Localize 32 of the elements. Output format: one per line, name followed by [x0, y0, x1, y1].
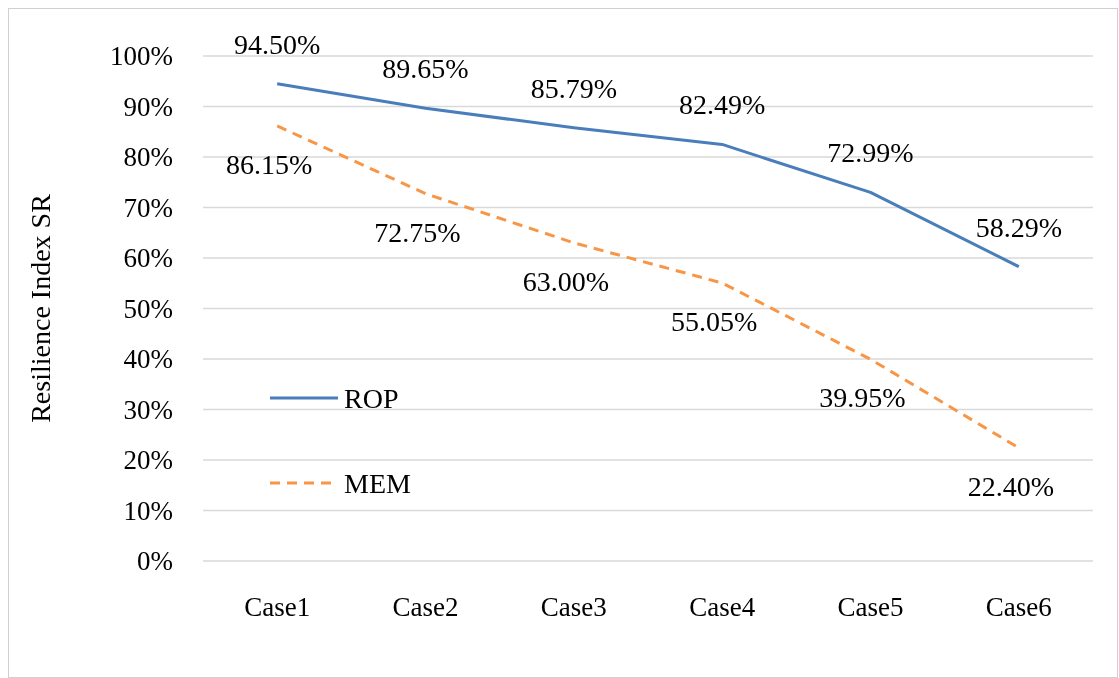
y-tick-label: 90% — [123, 91, 173, 122]
data-label: 63.00% — [522, 265, 609, 297]
data-label: 89.65% — [382, 53, 469, 85]
x-tick-label: Case3 — [540, 592, 607, 622]
data-label: 86.15% — [226, 148, 313, 180]
data-label: 85.79% — [530, 72, 617, 104]
y-axis-title: Resilience Index SR — [25, 193, 56, 423]
y-tick-label: 100% — [110, 41, 173, 72]
y-tick-label: 20% — [123, 445, 173, 476]
data-label: 55.05% — [671, 306, 758, 337]
y-tick-label: 70% — [123, 192, 173, 223]
y-tick-label: 0% — [137, 546, 173, 577]
data-label: 72.75% — [374, 216, 461, 248]
x-tick-label: Case2 — [392, 592, 459, 622]
data-label: 22.40% — [967, 470, 1054, 502]
legend-label: ROP — [344, 382, 399, 414]
y-tick-label: 40% — [123, 344, 173, 375]
x-tick-label: Case5 — [837, 592, 904, 622]
data-label: 94.50% — [234, 28, 321, 60]
data-label: 82.49% — [679, 89, 766, 121]
y-tick-label: 60% — [123, 243, 173, 274]
y-tick-label: 10% — [123, 495, 173, 526]
x-tick-label: Case4 — [689, 592, 756, 622]
data-label: 58.29% — [975, 211, 1062, 243]
y-tick-label: 80% — [123, 142, 173, 173]
y-tick-label: 50% — [123, 293, 173, 324]
data-label: 39.95% — [819, 382, 906, 414]
y-tick-label: 30% — [123, 394, 173, 425]
x-tick-label: Case6 — [985, 592, 1052, 622]
data-label: 72.99% — [827, 137, 914, 169]
legend-label: MEM — [344, 467, 411, 499]
x-tick-label: Case1 — [244, 592, 311, 622]
